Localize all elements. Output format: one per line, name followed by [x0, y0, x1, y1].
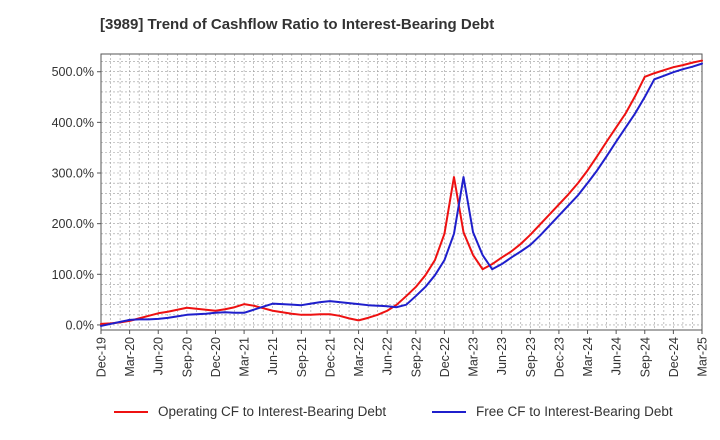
- plot-area: [101, 54, 702, 330]
- x-tick-label: Mar-22: [352, 337, 366, 377]
- series-line-free-cf: [100, 62, 703, 327]
- x-tick-label: Dec-21: [323, 337, 337, 377]
- chart-title: [3989] Trend of Cashflow Ratio to Intere…: [100, 16, 495, 33]
- x-tick-label: Jun-24: [610, 337, 624, 375]
- x-tick-label: Dec-19: [95, 337, 109, 377]
- y-tick-label: 400.0%: [52, 116, 94, 130]
- legend-item-operating-cf: Operating CF to Interest-Bearing Debt: [114, 404, 386, 419]
- series-line-operating-cf: [100, 59, 703, 325]
- y-tick-label: 200.0%: [52, 217, 94, 231]
- x-tick-label: Mar-24: [581, 337, 595, 377]
- x-tick-label: Dec-24: [667, 337, 681, 377]
- axis-layer: [97, 53, 703, 334]
- chart-plot: 0.0% 100.0% 200.0% 300.0% 400.0% 500.0% Dec-19…: [52, 53, 710, 377]
- x-tick-label: Jun-21: [266, 337, 280, 375]
- x-tick-label: Jun-22: [381, 337, 395, 375]
- y-tick-label: 300.0%: [52, 167, 94, 181]
- x-tick-label: Sep-20: [180, 337, 194, 377]
- x-tick-label: Sep-23: [524, 337, 538, 377]
- plot-frame: [100, 53, 703, 331]
- y-tick-label: 100.0%: [52, 268, 94, 282]
- x-tick-label: Jun-23: [495, 337, 509, 375]
- grid-layer: [100, 54, 703, 330]
- x-tick-label: Dec-20: [209, 337, 223, 377]
- x-tick-label: Mar-25: [696, 337, 710, 377]
- legend-swatch-operating-cf: [114, 410, 148, 413]
- x-tick-label: Mar-23: [467, 337, 481, 377]
- legend-label-operating-cf: Operating CF to Interest-Bearing Debt: [158, 404, 387, 419]
- legend: Operating CF to Interest-Bearing Debt Fr…: [0, 404, 720, 426]
- series-layer: [100, 59, 703, 327]
- x-tick-label: Dec-23: [552, 337, 566, 377]
- y-tick-label: 500.0%: [52, 65, 94, 79]
- x-tick-label: Sep-22: [409, 337, 423, 377]
- x-tick-label: Dec-22: [438, 337, 452, 377]
- x-tick-label: Mar-21: [238, 337, 252, 377]
- legend-item-free-cf: Free CF to Interest-Bearing Debt: [432, 404, 673, 419]
- label-layer: 0.0% 100.0% 200.0% 300.0% 400.0% 500.0% Dec-19…: [52, 65, 710, 377]
- x-tick-label: Jun-20: [152, 337, 166, 375]
- legend-label-free-cf: Free CF to Interest-Bearing Debt: [476, 404, 673, 419]
- y-tick-label: 0.0%: [66, 318, 95, 332]
- legend-swatch-free-cf: [432, 410, 466, 413]
- x-tick-label: Mar-20: [123, 337, 137, 377]
- x-tick-label: Sep-21: [295, 337, 309, 377]
- x-tick-label: Sep-24: [638, 337, 652, 377]
